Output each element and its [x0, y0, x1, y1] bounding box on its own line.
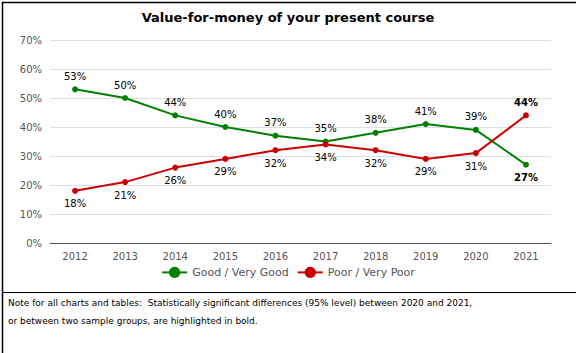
svg-text:0%: 0%	[26, 238, 42, 249]
svg-text:2013: 2013	[112, 251, 137, 262]
svg-text:Note for all charts and tables: Note for all charts and tables: Statisti…	[8, 298, 472, 308]
svg-text:34%: 34%	[314, 152, 336, 163]
svg-text:27%: 27%	[514, 172, 538, 183]
svg-text:44%: 44%	[164, 97, 186, 108]
svg-text:2015: 2015	[213, 251, 238, 262]
svg-text:or between two sample groups,: or between two sample groups, are highli…	[8, 316, 258, 326]
svg-text:2018: 2018	[363, 251, 388, 262]
svg-text:18%: 18%	[64, 198, 86, 209]
svg-text:21%: 21%	[114, 190, 136, 201]
svg-text:2016: 2016	[263, 251, 288, 262]
svg-text:29%: 29%	[415, 166, 437, 177]
svg-text:50%: 50%	[114, 80, 136, 91]
svg-text:2017: 2017	[313, 251, 338, 262]
svg-text:30%: 30%	[20, 151, 42, 162]
svg-text:2012: 2012	[62, 251, 87, 262]
svg-text:Value-for-money of your presen: Value-for-money of your present course	[142, 10, 435, 25]
svg-text:32%: 32%	[264, 158, 286, 169]
svg-text:53%: 53%	[64, 71, 86, 82]
svg-text:2020: 2020	[463, 251, 488, 262]
svg-text:41%: 41%	[415, 106, 437, 117]
svg-text:60%: 60%	[20, 64, 42, 75]
svg-text:40%: 40%	[20, 122, 42, 133]
svg-text:32%: 32%	[365, 158, 387, 169]
svg-text:37%: 37%	[264, 117, 286, 128]
svg-text:2014: 2014	[163, 251, 188, 262]
svg-text:2021: 2021	[513, 251, 538, 262]
svg-text:50%: 50%	[20, 93, 42, 104]
svg-text:20%: 20%	[20, 180, 42, 191]
svg-text:35%: 35%	[314, 123, 336, 134]
svg-text:29%: 29%	[214, 166, 236, 177]
svg-text:Poor / Very Poor: Poor / Very Poor	[328, 266, 416, 279]
svg-text:70%: 70%	[20, 35, 42, 46]
svg-text:26%: 26%	[164, 175, 186, 186]
svg-text:38%: 38%	[365, 114, 387, 125]
svg-text:10%: 10%	[20, 209, 42, 220]
svg-text:Good / Very Good: Good / Very Good	[192, 266, 289, 279]
svg-text:40%: 40%	[214, 109, 236, 120]
svg-text:2019: 2019	[413, 251, 438, 262]
svg-text:31%: 31%	[465, 161, 487, 172]
svg-text:39%: 39%	[465, 111, 487, 122]
svg-text:44%: 44%	[514, 97, 538, 108]
